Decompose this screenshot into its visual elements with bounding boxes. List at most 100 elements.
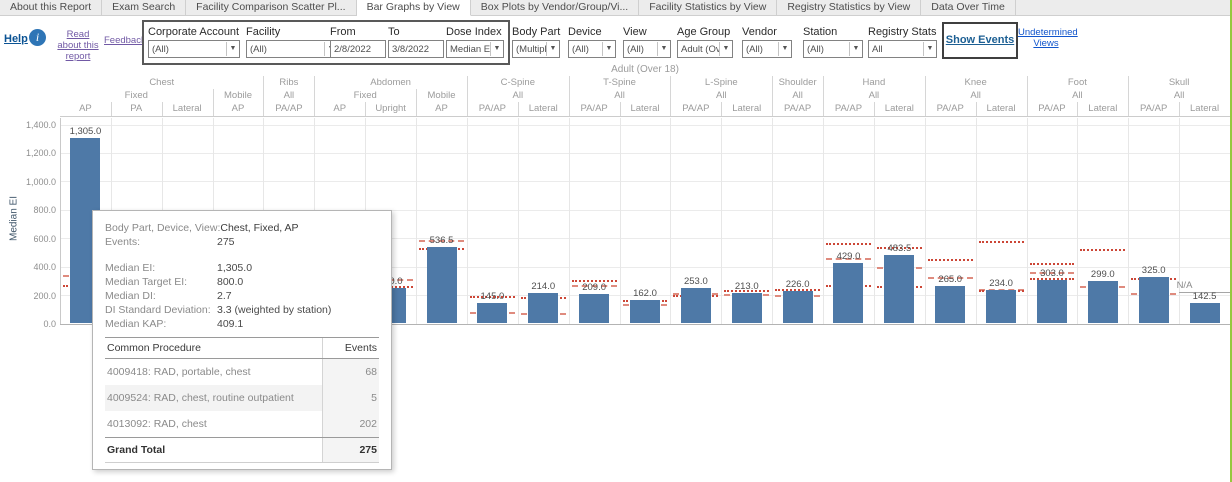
show-events-button[interactable]: Show Events [942,22,1018,59]
info-icon[interactable]: i [29,29,46,46]
target-ref-line-dashed [1029,271,1075,274]
tooltip-row-value: 800.0 [217,276,244,288]
bar-value-label: 325.0 [1141,265,1166,277]
filter-value-registry-stats: All [872,43,883,55]
filter-label-dose-index: Dose Index [446,26,502,38]
target-ref-line-dotted [571,280,617,283]
tab-facility-statistics-by-view[interactable]: Facility Statistics by View [639,0,778,16]
help-link[interactable]: Help [4,33,28,45]
target-ref-line-dashed [571,284,617,287]
read-about-link[interactable]: Read about this report [57,29,99,62]
bar-hand-all-lateral[interactable] [884,254,915,324]
tooltip-row-label: Median EI: [105,262,156,274]
tooltip-table-row: 4009418: RAD, portable, chest 68 [105,359,379,385]
bar-abdomen-mobile-ap[interactable] [426,247,457,324]
dropdown-arrow-icon[interactable]: ▼ [778,42,791,56]
dropdown-arrow-icon[interactable]: ▼ [719,42,732,56]
bar-t-spine-all-lateral[interactable] [630,300,660,324]
filter-dropdown-corporate-account[interactable]: (All) ▼ [148,40,240,58]
tooltip-row: Body Part, Device, View: Chest, Fixed, AP [105,221,379,235]
bar-shoulder-all-pa-ap[interactable] [782,291,813,324]
bar-skull-all-lateral[interactable] [1189,303,1220,324]
header-device-mobile: Mobile [427,90,456,101]
header-separator [212,89,214,116]
bar-foot-all-lateral[interactable] [1087,280,1118,324]
dropdown-arrow-icon[interactable]: ▼ [923,42,936,56]
column-separator [1077,118,1079,324]
bar-value-label: 226.0 [785,279,810,291]
header-bodypart-l-spine: L-Spine [704,77,738,88]
bar-knee-all-lateral[interactable] [986,290,1017,324]
filter-dropdown-facility[interactable]: (All)▼ [246,40,338,58]
filter-label-to: To [388,26,400,38]
tooltip-row: DI Standard Deviation: 3.3 (weighted by s… [105,303,379,317]
tab-bar-graphs-by-view[interactable]: Bar Graphs by View [356,0,471,16]
bar-skull-all-pa-ap[interactable] [1138,277,1169,324]
header-separator [721,102,723,116]
gridline-1400 [60,124,1230,126]
filter-dropdown-vendor[interactable]: (All) ▼ [742,40,792,58]
bar-value-label: 142.5 [1192,291,1217,303]
gridline-200 [60,295,1230,297]
target-ref-line-dotted [978,241,1024,244]
filter-label-corporate-account: Corporate Account [148,26,240,38]
gridline-0 [60,323,1230,325]
filter-dropdown-device[interactable]: (All) ▼ [568,40,616,58]
gridline-600 [60,238,1230,240]
tooltip-row: Median DI: 2.7 [105,289,379,303]
bar-value-label: 429.0 [836,250,861,262]
dropdown-arrow-icon[interactable]: ▼ [226,42,239,56]
filter-dropdown-view[interactable]: (All) ▼ [623,40,671,58]
tab-registry-statistics-by-view[interactable]: Registry Statistics by View [777,0,922,16]
feedback-link[interactable]: Feedback [104,35,146,46]
dropdown-arrow-icon[interactable]: ▼ [849,42,862,56]
header-separator [670,76,672,116]
header-device-all: All [614,90,625,101]
dropdown-arrow-icon[interactable]: ▼ [546,42,559,56]
tab-box-plots-by-vendor-group-vi-[interactable]: Box Plots by Vendor/Group/Vi... [470,0,640,16]
header-bodypart-ribs: Ribs [279,77,299,88]
target-ref-line-dotted [724,289,770,292]
header-separator [975,102,977,116]
header-device-fixed: Fixed [124,90,148,101]
tab-about-this-report[interactable]: About this Report [0,0,103,16]
header-device-all: All [1072,90,1083,101]
tab-data-over-time[interactable]: Data Over Time [921,0,1016,16]
tab-facility-comparison-scatter-pl-[interactable]: Facility Comparison Scatter Pl... [186,0,357,16]
dropdown-arrow-icon[interactable]: ▼ [602,42,615,56]
y-tick-1400: 1,400.0 [25,120,56,130]
header-bottom-border [60,116,1230,117]
bar-t-spine-all-pa-ap[interactable] [579,293,610,324]
filter-input-from[interactable]: 2/8/2022 [330,40,386,58]
header-view-pa-ap: PA/AP [275,103,303,114]
header-view-pa-ap: PA/AP [1038,103,1066,114]
procedure-events: 68 [322,359,379,385]
tab-exam-search[interactable]: Exam Search [102,0,187,16]
tooltip-row: Median Target EI: 800.0 [105,275,379,289]
bar-foot-all-pa-ap[interactable] [1036,280,1067,324]
bar-value-label: 213.0 [734,281,759,293]
dropdown-arrow-icon[interactable]: ▼ [490,42,503,56]
target-ref-line-dotted [1029,262,1075,265]
filter-dropdown-age-group[interactable]: Adult (Ove...▼ [677,40,733,58]
filter-dropdown-station[interactable]: (All) ▼ [803,40,863,58]
bar-hand-all-pa-ap[interactable] [833,262,864,324]
bar-c-spine-all-pa-ap[interactable] [477,302,508,324]
column-separator [670,118,672,324]
filter-value-to: 3/8/2022 [392,43,429,55]
filter-dropdown-body-part[interactable]: (Multipl...▼ [512,40,560,58]
na-reference-line [1179,292,1230,294]
header-bodypart-c-spine: C-Spine [500,77,535,88]
bar-knee-all-pa-ap[interactable] [935,285,966,324]
bar-l-spine-all-pa-ap[interactable] [680,287,711,324]
filter-dropdown-registry-stats[interactable]: All ▼ [868,40,937,58]
filter-input-to[interactable]: 3/8/2022 [388,40,444,58]
bar-l-spine-all-lateral[interactable] [731,293,762,324]
dropdown-arrow-icon[interactable]: ▼ [657,42,670,56]
tooltip-row-label: DI Standard Deviation: [105,304,211,316]
bar-c-spine-all-lateral[interactable] [528,293,559,324]
bar-value-label: 536.5 [429,235,454,247]
bar-value-label: 162.0 [633,288,657,300]
filter-dropdown-dose-index[interactable]: Median EI ▼ [446,40,504,58]
undetermined-views-link[interactable]: Undetermined Views [1018,27,1078,49]
